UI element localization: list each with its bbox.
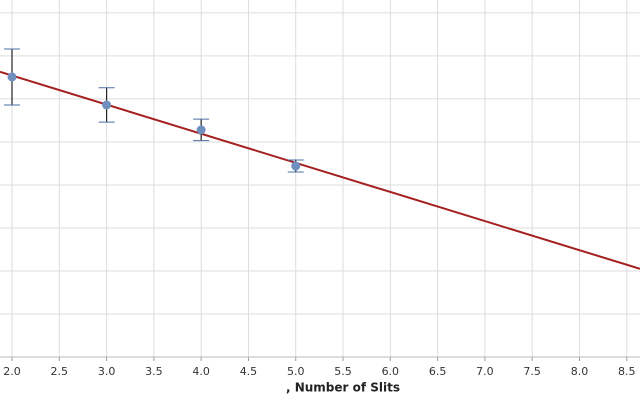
x-tick-label: 7.0 (476, 365, 494, 378)
fit-line (0, 70, 640, 270)
x-tick-label: 4.0 (192, 365, 210, 378)
x-tick-label: 8.5 (618, 365, 636, 378)
x-tick-label: 6.0 (382, 365, 400, 378)
x-tick-label: 8.0 (571, 365, 589, 378)
x-tick-label: 3.5 (145, 365, 163, 378)
x-tick-label: 2.5 (51, 365, 69, 378)
x-axis-title: , Number of Slits (286, 381, 400, 395)
x-tick-label: 2.0 (3, 365, 21, 378)
x-tick-label: 5.0 (287, 365, 305, 378)
x-tick-label: 4.5 (240, 365, 258, 378)
data-point (7, 72, 17, 82)
data-point (291, 161, 301, 171)
x-tick-label: 3.0 (98, 365, 116, 378)
data-point (196, 125, 206, 135)
x-tick-label: 7.5 (523, 365, 541, 378)
data-point (102, 100, 112, 110)
x-tick-label: 6.5 (429, 365, 447, 378)
x-tick-label: 5.5 (334, 365, 352, 378)
